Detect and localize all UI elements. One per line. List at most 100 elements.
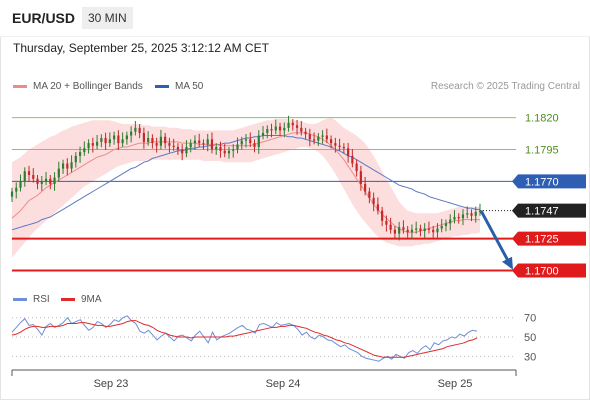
candle-body	[470, 213, 473, 216]
candle-body	[210, 139, 214, 150]
candle-body	[389, 224, 392, 230]
candle-body	[249, 139, 252, 144]
timestamp: Thursday, September 25, 2025 3:12:12 AM …	[13, 41, 269, 55]
candle-body	[117, 135, 120, 144]
candle-body	[402, 227, 405, 230]
candle-body	[113, 135, 116, 140]
candle-body	[457, 217, 460, 219]
price-tag-label: 1.1700	[525, 266, 559, 278]
candle-body	[325, 135, 328, 140]
candle-body	[91, 143, 94, 146]
price-tag-support	[512, 231, 586, 246]
candle-body	[189, 143, 192, 147]
candle-body	[304, 131, 307, 135]
candle-body	[347, 148, 350, 156]
candle-body	[193, 140, 197, 144]
credit-text: Research © 2025 Trading Central	[430, 81, 580, 92]
candle-body	[185, 146, 188, 154]
candle-body	[257, 135, 260, 147]
candle-body	[40, 181, 43, 184]
candle-body	[198, 140, 201, 144]
forecast-arrow-head	[502, 256, 513, 270]
candle-body	[232, 149, 235, 151]
candle-body	[176, 146, 180, 150]
header-bar: EUR/USD 30 MIN	[0, 0, 590, 36]
candle-body	[138, 127, 141, 133]
bollinger-band	[12, 117, 480, 258]
candle-body	[321, 135, 324, 137]
candle-body	[338, 145, 341, 147]
candle-body	[393, 229, 397, 234]
candle-body	[206, 139, 209, 145]
candle-body	[36, 178, 39, 184]
candle-body	[151, 138, 154, 144]
candle-body	[44, 178, 48, 182]
candle-body	[172, 145, 175, 147]
candle-body	[66, 163, 69, 169]
candle-body	[100, 138, 103, 142]
candle-body	[427, 228, 431, 230]
candle-body	[142, 132, 145, 142]
candle-body	[300, 127, 303, 132]
rsi-tick-label: 30	[524, 351, 536, 363]
candle-body	[329, 139, 333, 144]
candle-body	[74, 155, 77, 163]
candle-body	[61, 163, 65, 169]
candle-body	[223, 150, 226, 154]
candle-body	[108, 139, 111, 144]
candle-body	[159, 136, 163, 146]
candle-body	[436, 228, 439, 233]
legend-ma20: MA 20 + Bollinger Bands	[13, 81, 143, 92]
candles	[10, 115, 482, 241]
candle-body	[295, 125, 299, 128]
candle-body	[398, 227, 401, 234]
candle-body	[355, 163, 358, 172]
candle-body	[266, 129, 269, 133]
candle-body	[168, 143, 171, 146]
rsi-ma-line	[11, 320, 478, 358]
legend-ma50: MA 50	[155, 81, 203, 92]
candle-body	[368, 191, 371, 198]
price-tag-label: 1.1820	[525, 113, 559, 125]
candle-body	[181, 149, 184, 154]
candle-body	[334, 143, 337, 146]
rsi-legend-label: RSI	[33, 294, 50, 305]
candle-body	[27, 171, 31, 175]
symbol-label: EUR/USD	[12, 10, 76, 26]
candle-body	[274, 126, 277, 131]
candle-body	[95, 141, 99, 146]
candle-body	[104, 138, 107, 144]
candle-body	[449, 219, 452, 224]
candle-body	[53, 177, 56, 184]
candle-body	[317, 136, 320, 141]
candle-body	[283, 127, 286, 131]
candle-body	[261, 132, 265, 136]
candle-body	[57, 168, 60, 178]
candle-body	[381, 210, 384, 221]
candle-body	[125, 135, 128, 140]
candle-body	[227, 150, 231, 154]
candle-body	[312, 139, 316, 141]
price-tag-label: 1.1747	[525, 206, 559, 218]
candle-body	[215, 146, 218, 150]
candle-body	[423, 228, 426, 232]
candle-body	[410, 229, 414, 233]
candle-body	[121, 139, 124, 144]
ma20-legend-label: MA 20 + Bollinger Bands	[33, 81, 143, 92]
rsi-ma-swatch	[61, 298, 75, 301]
price-tag-current	[512, 203, 586, 218]
rsi-ma-legend-label: 9MA	[81, 294, 102, 305]
candle-body	[376, 204, 379, 211]
candle-body	[253, 143, 256, 147]
ma50-legend-label: MA 50	[175, 81, 204, 92]
timeframe-badge[interactable]: 30 MIN	[82, 7, 133, 29]
candle-body	[147, 138, 150, 142]
candle-body	[155, 143, 158, 146]
candle-body	[287, 122, 290, 128]
candle-body	[87, 143, 90, 149]
price-tag-label: 1.1725	[525, 234, 559, 246]
candle-body	[415, 228, 418, 230]
x-tick-label: Sep 24	[266, 378, 301, 390]
candle-body	[49, 178, 52, 184]
